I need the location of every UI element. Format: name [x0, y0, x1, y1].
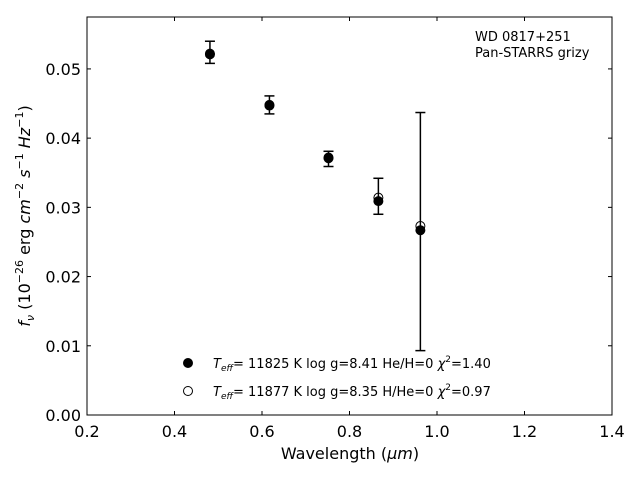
data-markers: [204, 48, 426, 236]
y-axis: 0.00 0.01 0.02 0.03 0.04 0.05: [45, 60, 612, 425]
y-tick-label: 0.04: [45, 129, 81, 148]
x-axis: 0.2 0.4 0.6 0.8 1.0 1.2 1.4: [74, 17, 625, 441]
y-tick-label: 0.05: [45, 60, 81, 79]
model-point-open: [264, 99, 275, 110]
x-tick-label: 0.6: [249, 422, 274, 441]
x-tick-label: 0.8: [337, 422, 362, 441]
y-tick-label: 0.03: [45, 198, 81, 217]
y-tick-label: 0.01: [45, 337, 81, 356]
model-point-open: [415, 221, 426, 232]
y-tick-label: 0.00: [45, 406, 81, 425]
y-axis-label: fν (10−26 erg cm−2 s−1 Hz−1): [13, 105, 37, 326]
model-point-open: [373, 192, 384, 203]
legend: Teff= 11825 K log g=8.41 He/H=0 χ2=1.40 …: [183, 355, 491, 402]
plot-area: [86, 16, 613, 416]
x-tick-label: 0.2: [74, 422, 99, 441]
x-tick-label: 1.4: [599, 422, 624, 441]
x-tick-label: 1.0: [424, 422, 449, 441]
legend-label-open: Teff= 11877 K log g=8.35 H/He=0 χ2=0.97: [213, 383, 491, 402]
y-tick-label: 0.02: [45, 268, 81, 287]
model-point-open: [204, 48, 215, 59]
x-axis-label: Wavelength (μm): [281, 444, 419, 463]
x-tick-label: 0.4: [162, 422, 187, 441]
annotation-line-2: Pan-STARRS grizy: [475, 46, 590, 61]
annotation-line-1: WD 0817+251: [475, 30, 571, 45]
model-point-open: [323, 152, 334, 163]
legend-marker-open: [183, 386, 193, 396]
legend-marker-filled: [183, 358, 193, 368]
legend-label-filled: Teff= 11825 K log g=8.41 He/H=0 χ2=1.40: [213, 355, 491, 374]
x-tick-label: 1.2: [512, 422, 537, 441]
model-point-filled: [373, 196, 384, 207]
